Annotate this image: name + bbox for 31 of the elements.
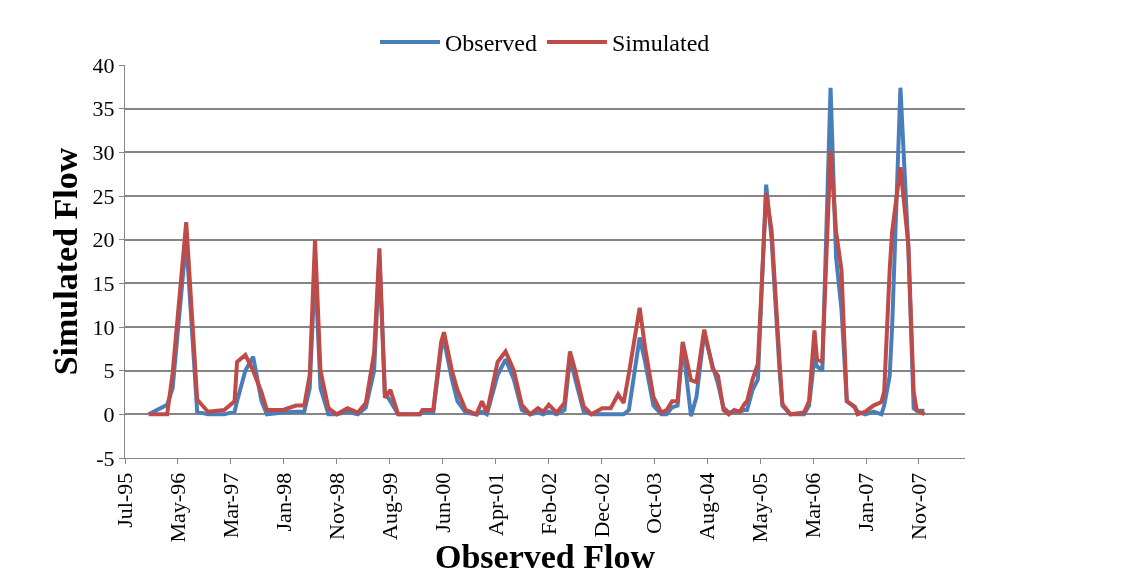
x-tick-label: Jul-95: [112, 472, 138, 528]
x-tick-label: Jun-00: [429, 472, 455, 533]
x-tick-label: Nov-98: [323, 472, 349, 541]
x-tick-label: Jan-98: [270, 472, 296, 532]
y-tick-label: 40: [92, 52, 115, 78]
line-series: [146, 148, 927, 417]
y-tick-label: 25: [92, 183, 115, 209]
x-tick-label: Nov-07: [906, 472, 932, 541]
x-tick-label: May-05: [747, 472, 773, 543]
y-tick-label: 35: [92, 96, 115, 122]
x-tick-label: May-96: [165, 472, 191, 543]
y-tick-label: 0: [103, 402, 115, 428]
x-tick-label: Oct-03: [641, 472, 667, 534]
x-tick-label: Aug-99: [376, 472, 402, 541]
x-tick-label: Aug-04: [694, 472, 720, 541]
legend-label: Simulated: [611, 30, 710, 57]
y-tick-label: 10: [92, 314, 115, 340]
x-tick-label: Mar-06: [800, 472, 826, 539]
y-tick-label: 20: [92, 227, 115, 253]
y-tick-label: 5: [103, 358, 115, 384]
y-axis-title: Simulated Flow: [47, 147, 85, 376]
x-tick-label: Feb-02: [535, 472, 561, 536]
x-tick-label: Jan-07: [853, 472, 879, 532]
x-axis-title: Observed Flow: [434, 537, 656, 575]
x-tick-label: Mar-97: [218, 472, 244, 539]
y-tick-label: 15: [92, 271, 115, 297]
legend-label: Observed: [445, 30, 537, 57]
y-tick-label: -5: [96, 445, 115, 471]
x-tick-label: Apr-01: [482, 472, 508, 536]
y-tick-label: 30: [92, 140, 115, 166]
x-tick-label: Dec-02: [588, 472, 614, 538]
